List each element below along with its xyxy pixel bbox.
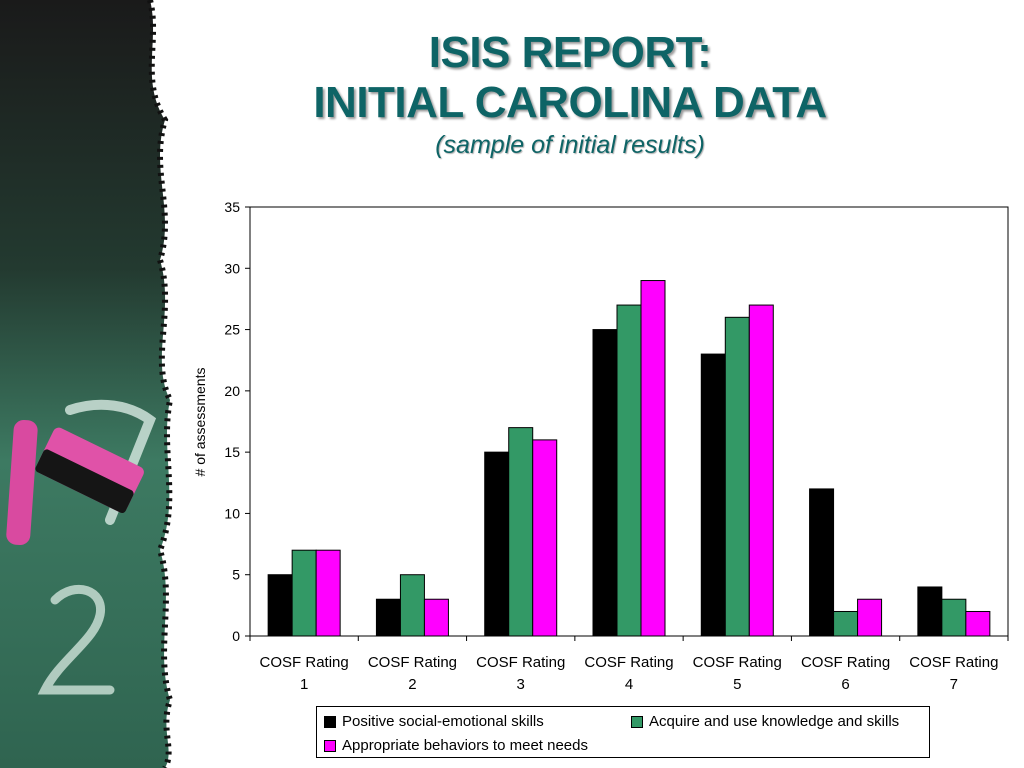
legend-item: Appropriate behaviors to meet needs <box>324 737 588 754</box>
legend-label: Appropriate behaviors to meet needs <box>342 737 588 754</box>
bar <box>484 451 510 637</box>
bar <box>423 598 449 637</box>
bar <box>809 488 835 637</box>
legend-label: Acquire and use knowledge and skills <box>649 713 900 730</box>
chalkboard-background <box>0 0 174 768</box>
legend-swatch <box>631 715 643 728</box>
y-tick-label: 25 <box>224 322 240 338</box>
legend-label: Positive social-emotional skills <box>342 713 544 730</box>
slide-title-block: ISIS REPORT: INITIAL CAROLINA DATA (samp… <box>230 28 910 162</box>
bar <box>833 610 859 637</box>
x-tick-label: COSF Rating 7 <box>909 654 998 693</box>
bar <box>941 598 967 637</box>
bar <box>640 280 666 637</box>
bar <box>508 427 534 637</box>
y-axis-label: # of assessments <box>192 368 208 477</box>
bar <box>724 316 750 637</box>
chart-legend: Positive social-emotional skills Acquire … <box>316 706 930 758</box>
x-tick-label: COSF Rating 3 <box>476 654 565 693</box>
bar <box>592 329 618 637</box>
bar <box>291 549 317 637</box>
legend-swatch <box>324 715 336 728</box>
pink-chalk-icon <box>6 419 144 546</box>
bar <box>748 304 774 637</box>
y-tick-label: 35 <box>224 199 240 215</box>
slide-title-line1: ISIS REPORT: <box>428 28 712 77</box>
x-tick-label: COSF Rating 6 <box>801 654 890 693</box>
bar <box>399 574 425 637</box>
y-tick-label: 10 <box>224 505 240 521</box>
x-tick-label: COSF Rating 4 <box>584 654 673 693</box>
x-tick-label: COSF Rating 1 <box>260 654 349 693</box>
bar <box>375 598 401 637</box>
legend-swatch <box>324 739 336 752</box>
y-tick-label: 20 <box>224 383 240 399</box>
y-tick-label: 0 <box>232 628 240 644</box>
bar <box>267 574 293 637</box>
legend-item: Acquire and use knowledge and skills <box>631 713 899 730</box>
chalk-number-2-icon <box>37 584 115 695</box>
slide-title-line2: INITIAL CAROLINA DATA <box>313 78 827 127</box>
slide-subtitle: (sample of initial results) <box>435 131 705 159</box>
bar <box>616 304 642 637</box>
chalk-number-7-icon <box>65 399 157 525</box>
y-tick-label: 30 <box>224 260 240 276</box>
x-tick-label: COSF Rating 5 <box>693 654 782 693</box>
bar <box>917 586 943 637</box>
bar <box>700 353 726 637</box>
legend-item: Positive social-emotional skills <box>324 713 544 730</box>
x-tick-label: COSF Rating 2 <box>368 654 457 693</box>
bar <box>857 598 883 637</box>
bar <box>965 610 991 637</box>
bar <box>315 549 341 637</box>
bar <box>532 439 558 637</box>
y-tick-label: 15 <box>224 444 240 460</box>
y-tick-label: 5 <box>232 567 240 583</box>
